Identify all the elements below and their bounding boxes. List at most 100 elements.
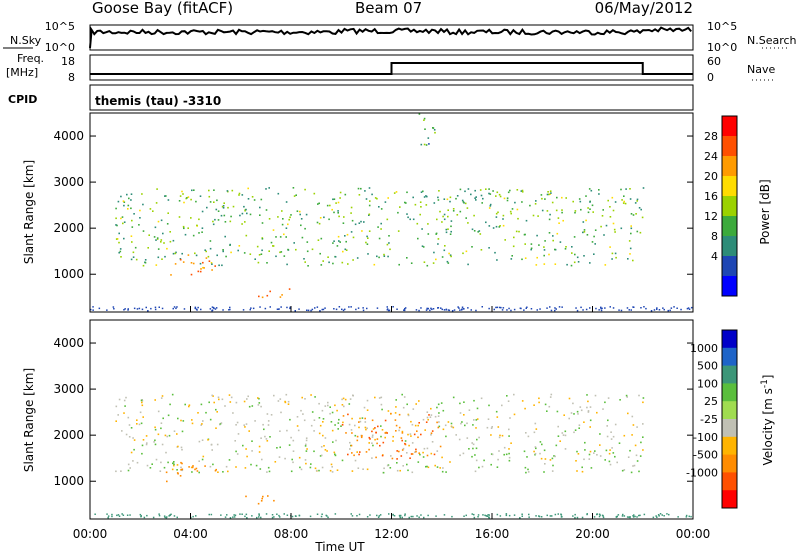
echo-cell	[316, 513, 319, 515]
echo-cell	[247, 198, 250, 200]
echo-cell	[123, 309, 125, 311]
freq-right-tick-bottom: 0	[707, 71, 714, 84]
echo-cell	[561, 209, 563, 211]
echo-cell	[338, 240, 340, 242]
echo-cell	[423, 261, 426, 263]
echo-cell	[205, 257, 208, 259]
echo-cell	[400, 437, 403, 439]
echo-cell	[360, 436, 363, 439]
echo-cell	[266, 440, 269, 442]
echo-cell	[380, 396, 383, 399]
echo-cell	[268, 218, 271, 220]
echo-cell	[659, 513, 662, 515]
echo-cell	[589, 262, 591, 264]
echo-cell	[488, 188, 490, 190]
echo-cell	[399, 206, 401, 208]
echo-cell	[386, 309, 389, 311]
echo-cell	[352, 236, 355, 239]
echo-cell	[245, 513, 248, 516]
echo-cell	[337, 212, 339, 214]
echo-cell	[443, 213, 446, 216]
echo-cell	[578, 424, 581, 426]
echo-cell	[158, 514, 161, 517]
echo-cell	[350, 513, 352, 515]
echo-cell	[247, 395, 249, 398]
echo-cell	[209, 240, 212, 242]
echo-cell	[422, 451, 424, 454]
echo-cell	[475, 447, 478, 450]
echo-cell	[161, 307, 164, 310]
echo-cell	[438, 412, 440, 414]
echo-cell	[386, 432, 388, 434]
echo-cell	[595, 307, 597, 310]
echo-cell	[473, 399, 475, 402]
echo-cell	[369, 438, 371, 440]
echo-cell	[142, 416, 144, 418]
echo-cell	[606, 435, 609, 438]
echo-cell	[495, 410, 498, 413]
echo-cell	[581, 470, 584, 473]
echo-cell	[533, 404, 535, 406]
echo-cell	[149, 208, 152, 210]
echo-cell	[357, 187, 360, 190]
echo-cell	[127, 204, 130, 207]
echo-cell	[167, 461, 169, 464]
echo-cell	[216, 443, 219, 446]
echo-cell	[202, 266, 204, 269]
echo-cell	[589, 419, 592, 422]
echo-cell	[630, 213, 633, 215]
echo-cell	[422, 190, 424, 193]
echo-cell	[327, 401, 329, 404]
echo-cell	[287, 223, 289, 226]
echo-cell	[245, 495, 247, 498]
echo-cell	[392, 440, 394, 442]
echo-cell	[351, 219, 354, 222]
echo-cell	[258, 295, 260, 298]
echo-cell	[94, 513, 96, 515]
echo-cell	[250, 307, 252, 309]
echo-cell	[323, 445, 325, 447]
echo-cell	[196, 470, 199, 472]
echo-cell	[582, 231, 584, 234]
echo-cell	[409, 433, 412, 435]
echo-cell	[426, 308, 429, 310]
echo-cell	[576, 309, 579, 312]
echo-cell	[501, 434, 504, 437]
echo-cell	[396, 462, 398, 464]
echo-cell	[584, 449, 586, 451]
echo-cell	[444, 245, 446, 247]
echo-cell	[120, 195, 122, 198]
echo-cell	[268, 250, 270, 252]
echo-cell	[346, 233, 349, 236]
echo-cell	[192, 515, 194, 518]
colorbar-segment	[722, 347, 737, 367]
echo-cell	[572, 200, 574, 203]
echo-cell	[390, 455, 392, 457]
echo-cell	[467, 222, 469, 224]
echo-cell	[432, 127, 434, 129]
echo-cell	[396, 450, 398, 452]
x-tick-label: 12:00	[374, 527, 409, 541]
echo-cell	[586, 406, 588, 409]
echo-cell	[154, 308, 157, 311]
y-tick-label: 2000	[53, 428, 84, 442]
echo-cell	[450, 225, 452, 228]
echo-cell	[434, 131, 436, 134]
echo-cell	[461, 199, 464, 202]
echo-cell	[141, 404, 144, 407]
echo-cell	[140, 515, 142, 517]
echo-cell	[617, 514, 620, 516]
echo-cell	[271, 516, 274, 519]
echo-cell	[326, 204, 329, 207]
echo-cell	[323, 216, 325, 219]
echo-cell	[447, 262, 450, 264]
echo-cell	[285, 227, 288, 229]
echo-cell	[155, 202, 158, 204]
echo-cell	[220, 514, 222, 516]
echo-cell	[658, 515, 660, 517]
echo-cell	[147, 247, 149, 249]
colorbar-segment	[722, 365, 737, 384]
echo-cell	[616, 515, 618, 518]
echo-cell	[628, 240, 631, 242]
